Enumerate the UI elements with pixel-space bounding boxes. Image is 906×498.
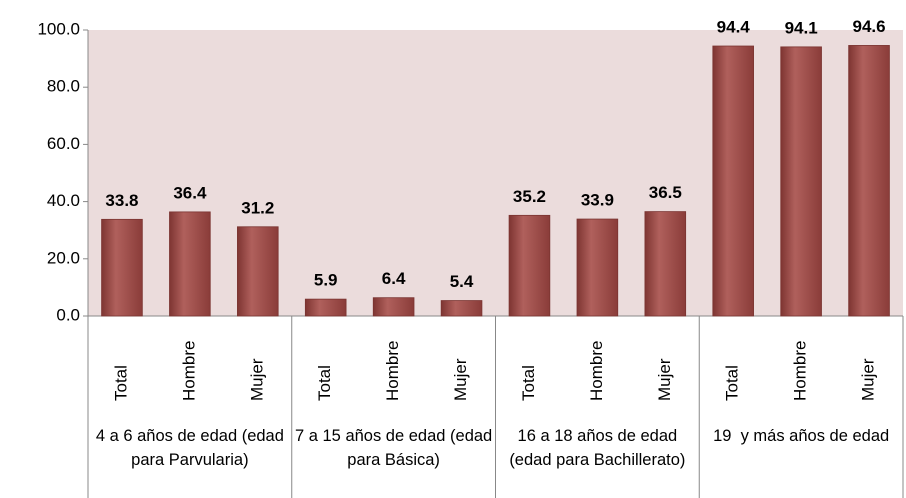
value-label: 94.6 [852,17,885,36]
x-tick-label: Total [723,365,742,401]
group-label: 16 a 18 años de edad (edad para Bachille… [509,427,686,469]
value-label: 36.5 [649,183,682,202]
y-tick-label: 20.0 [47,248,80,267]
group-label: 7 a 15 años de edad (edad para Básica) [294,427,497,469]
x-tick-label: Mujer [247,358,266,401]
bar [848,45,890,317]
value-label: 35.2 [513,187,546,206]
bar [304,298,347,317]
y-tick-label: 100.0 [37,19,80,38]
x-tick-label: Hombre [383,341,402,401]
y-tick-label: 0.0 [56,305,80,324]
value-label: 33.8 [105,191,138,210]
x-tick-label: Total [111,365,130,401]
group-label: 4 a 6 años de edad (edad para Parvularia… [95,427,289,469]
y-tick-label: 80.0 [47,77,80,96]
y-tick-label: 60.0 [47,134,80,153]
value-label: 94.4 [717,18,751,37]
bar [237,226,279,317]
x-tick-label: Mujer [859,358,878,401]
value-label: 6.4 [382,269,406,288]
bar [372,297,415,317]
value-label: 94.1 [785,18,818,37]
bar [440,300,483,317]
value-label: 33.9 [581,191,614,210]
x-tick-label: Mujer [451,358,470,401]
bar [101,218,143,317]
x-tick-label: Total [315,365,334,401]
bar [576,218,619,317]
x-tick-label: Mujer [655,358,674,401]
x-tick-label: Hombre [179,341,198,401]
x-tick-label: Hombre [791,341,810,401]
bar [508,214,551,317]
group-label: 19 y más años de edad [713,427,890,445]
value-label: 36.4 [173,183,207,202]
plot-area [88,30,903,316]
value-label: 31.2 [241,198,274,217]
bar [780,46,822,317]
bar [169,211,211,317]
bar [712,45,754,317]
x-tick-label: Hombre [587,341,606,401]
value-label: 5.9 [314,271,338,290]
value-label: 5.4 [450,272,474,291]
bar [644,211,687,317]
x-tick-label: Total [519,365,538,401]
y-tick-label: 40.0 [47,191,80,210]
